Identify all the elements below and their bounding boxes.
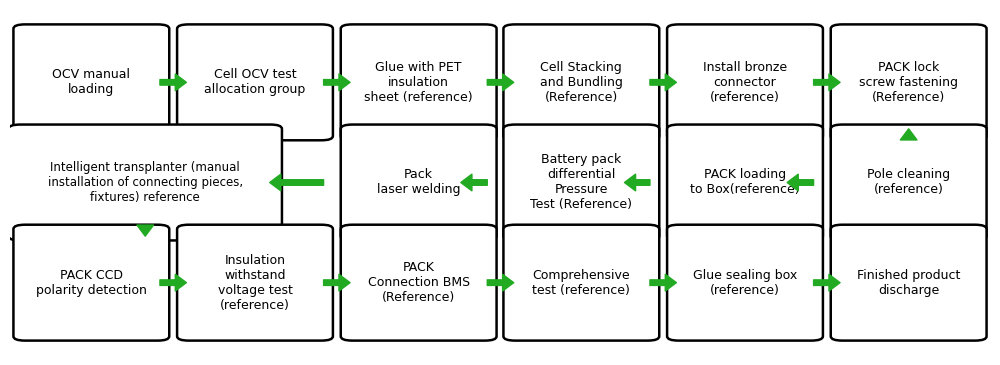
- Text: Install bronze
connector
(reference): Install bronze connector (reference): [703, 61, 787, 104]
- FancyBboxPatch shape: [831, 124, 987, 241]
- FancyBboxPatch shape: [177, 225, 333, 341]
- FancyBboxPatch shape: [667, 124, 823, 241]
- Text: Cell Stacking
and Bundling
(Reference): Cell Stacking and Bundling (Reference): [540, 61, 623, 104]
- Text: PACK CCD
polarity detection: PACK CCD polarity detection: [36, 269, 147, 297]
- FancyBboxPatch shape: [13, 24, 169, 140]
- Text: Insulation
withstand
voltage test
(reference): Insulation withstand voltage test (refer…: [218, 254, 292, 312]
- FancyBboxPatch shape: [341, 124, 497, 241]
- Text: PACK lock
screw fastening
(Reference): PACK lock screw fastening (Reference): [859, 61, 958, 104]
- Text: Intelligent transplanter (manual
installation of connecting pieces,
fixtures) re: Intelligent transplanter (manual install…: [48, 161, 243, 204]
- Text: Battery pack
differential
Pressure
Test (Reference): Battery pack differential Pressure Test …: [530, 154, 632, 211]
- FancyBboxPatch shape: [503, 225, 659, 341]
- FancyBboxPatch shape: [9, 124, 282, 241]
- Text: Glue sealing box
(reference): Glue sealing box (reference): [693, 269, 797, 297]
- FancyBboxPatch shape: [177, 24, 333, 140]
- FancyBboxPatch shape: [831, 24, 987, 140]
- FancyBboxPatch shape: [341, 225, 497, 341]
- Text: PACK
Connection BMS
(Reference): PACK Connection BMS (Reference): [368, 261, 470, 304]
- Text: Pack
laser welding: Pack laser welding: [377, 169, 460, 196]
- Text: Comprehensive
test (reference): Comprehensive test (reference): [532, 269, 630, 297]
- Text: Finished product
discharge: Finished product discharge: [857, 269, 960, 297]
- FancyBboxPatch shape: [503, 24, 659, 140]
- FancyBboxPatch shape: [341, 24, 497, 140]
- FancyBboxPatch shape: [831, 225, 987, 341]
- FancyBboxPatch shape: [667, 24, 823, 140]
- Text: OCV manual
loading: OCV manual loading: [52, 68, 130, 96]
- Text: Glue with PET
insulation
sheet (reference): Glue with PET insulation sheet (referenc…: [364, 61, 473, 104]
- Text: Cell OCV test
allocation group: Cell OCV test allocation group: [204, 68, 306, 96]
- Text: Pole cleaning
(reference): Pole cleaning (reference): [867, 169, 950, 196]
- Text: PACK loading
to Box(reference): PACK loading to Box(reference): [690, 169, 800, 196]
- FancyBboxPatch shape: [13, 225, 169, 341]
- FancyBboxPatch shape: [667, 225, 823, 341]
- FancyBboxPatch shape: [503, 124, 659, 241]
